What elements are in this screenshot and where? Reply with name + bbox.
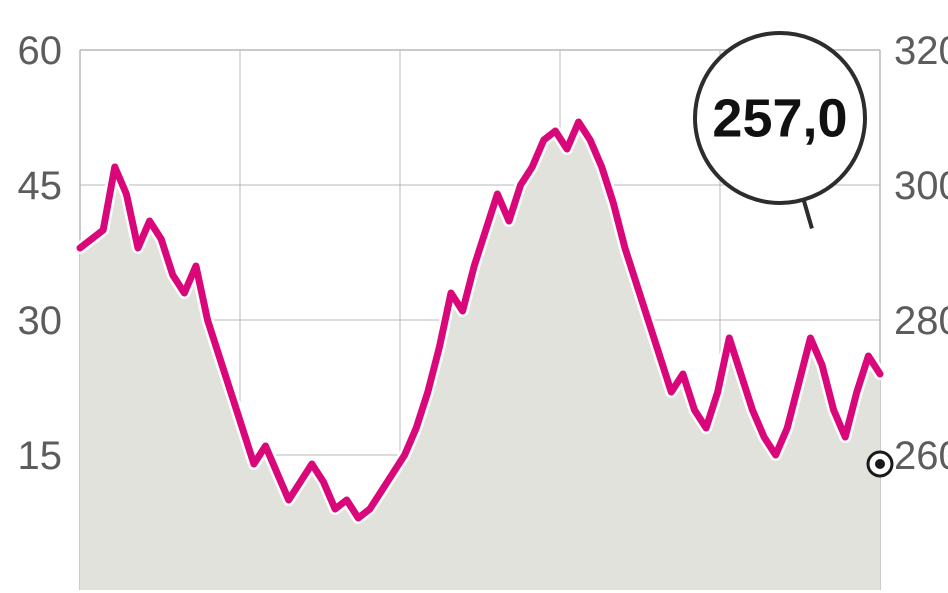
left-axis-tick: 15 — [18, 434, 63, 478]
right-axis-tick: 300 — [894, 164, 948, 208]
left-axis-tick: 60 — [18, 29, 63, 73]
right-axis-tick: 320 — [894, 29, 948, 73]
right-axis-tick: 280 — [894, 299, 948, 343]
left-axis-tick: 30 — [18, 299, 63, 343]
right-axis-tick: 260 — [894, 434, 948, 478]
callout-value: 257,0 — [712, 88, 847, 148]
left-axis-tick: 45 — [18, 164, 63, 208]
chart-svg: 15 30 45 60 260 280 300 320 257,0 — [0, 0, 948, 593]
stock-chart: 15 30 45 60 260 280 300 320 257,0 — [0, 0, 948, 593]
